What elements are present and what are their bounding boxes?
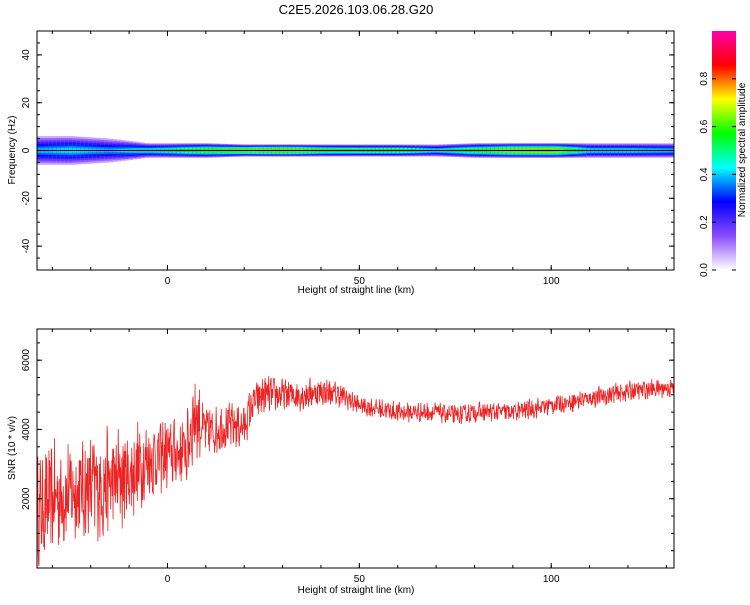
snr-x-ticks: 0 50 100 — [51, 329, 667, 585]
snr-series-line — [37, 375, 674, 567]
colorbar-tick-label: 0.2 — [699, 215, 710, 229]
snr-y-label: SNR (10 * v/v) — [7, 416, 18, 480]
x-tick-label: 0 — [165, 574, 171, 585]
colorbar-tick-label: 0.0 — [699, 263, 710, 277]
y-tick-label: 0 — [21, 147, 32, 153]
spectrogram-y-ticks: -40 -20 0 20 40 — [21, 30, 674, 271]
spectrogram-image — [37, 136, 674, 165]
y-tick-label: 4000 — [21, 418, 32, 441]
colorbar-ticks: 0.0 0.2 0.4 0.6 0.8 — [699, 71, 736, 277]
colorbar-tick-label: 0.8 — [699, 71, 710, 85]
figure-title: C2E5.2026.103.06.28.G20 — [279, 2, 434, 17]
y-tick-label: -20 — [21, 191, 32, 206]
x-tick-label: 100 — [543, 574, 560, 585]
spectrogram-panel: 0 50 100 -40 -20 0 20 40 Height of straight li… — [7, 30, 675, 296]
snr-panel: 0 50 100 2000 4000 6000 Height of straight l… — [7, 328, 675, 596]
spectrogram-x-label: Height of straight line (km) — [298, 285, 415, 296]
y-tick-label: 2000 — [21, 487, 32, 510]
snr-x-label: Height of straight line (km) — [298, 585, 415, 596]
colorbar: 0.0 0.2 0.4 0.6 0.8 Normalized spectral ampl… — [699, 31, 748, 277]
y-tick-label: 20 — [21, 97, 32, 109]
y-tick-label: -40 — [21, 238, 32, 253]
snr-y-ticks: 2000 4000 6000 — [21, 342, 674, 569]
spectrogram-x-ticks: 0 50 100 — [51, 31, 667, 287]
x-tick-label: 50 — [354, 574, 366, 585]
y-tick-label: 40 — [21, 49, 32, 61]
colorbar-gradient — [712, 31, 736, 270]
colorbar-label: Normalized spectral amplitude — [737, 82, 748, 217]
x-tick-label: 50 — [354, 276, 366, 287]
colorbar-tick-label: 0.6 — [699, 119, 710, 133]
x-tick-label: 0 — [165, 276, 171, 287]
spectrogram-y-label: Frequency (Hz) — [7, 116, 18, 185]
y-tick-label: 6000 — [21, 349, 32, 372]
snr-frame — [36, 328, 675, 569]
x-tick-label: 100 — [543, 276, 560, 287]
colorbar-tick-label: 0.4 — [699, 167, 710, 181]
